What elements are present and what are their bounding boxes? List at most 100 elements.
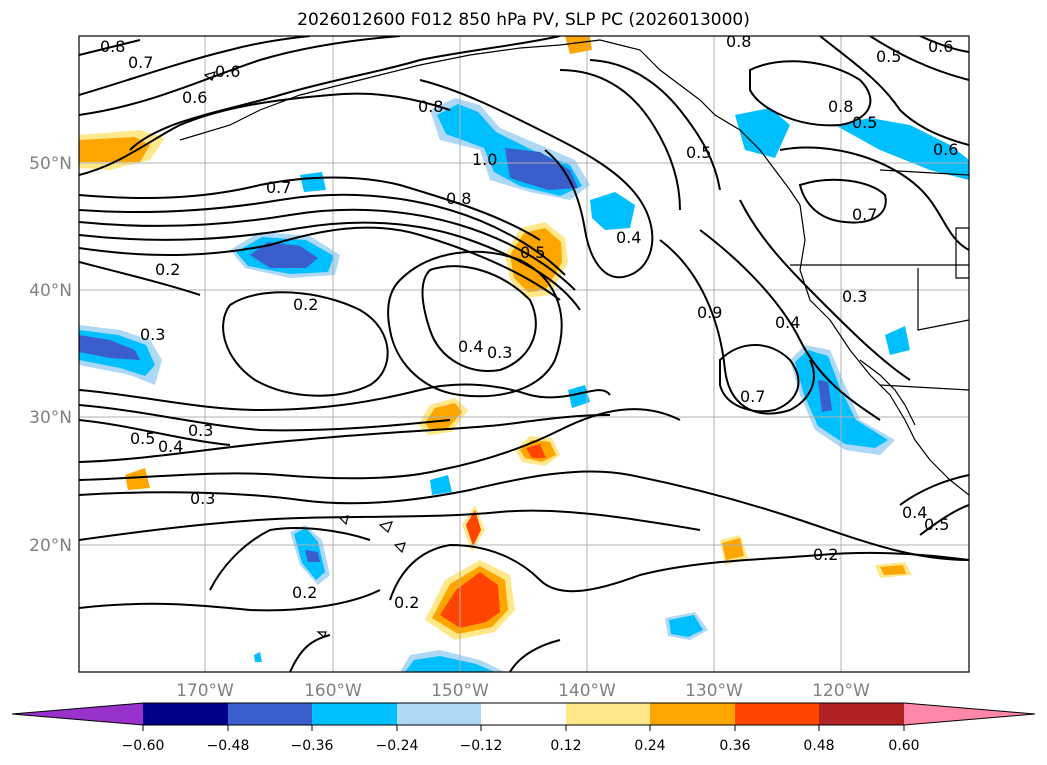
pv-negative-region <box>79 335 140 360</box>
label-04-center: 0.4 <box>458 337 483 356</box>
pv-negative-region <box>505 148 578 190</box>
lon-label-140w: 140°W <box>558 681 616 701</box>
label-07-nw: 0.7 <box>128 53 153 72</box>
pv-positive-region <box>440 572 500 628</box>
label-05-mex: 0.5 <box>924 515 949 534</box>
label-09: 0.9 <box>697 303 722 322</box>
pv-positive-region <box>722 538 744 560</box>
pv-negative-region <box>430 475 452 495</box>
colorbar-tick-label: −0.60 <box>122 738 165 754</box>
label-08-center: 0.8 <box>446 189 471 208</box>
colorbar-tick-label: −0.24 <box>376 738 419 754</box>
colorbar-tick-label: 0.60 <box>888 738 919 754</box>
label-08-topright: 0.8 <box>828 97 853 116</box>
colorbar-segment <box>143 703 228 725</box>
pv-negative-region <box>305 550 320 562</box>
colorbar-tick-label: 0.12 <box>550 738 581 754</box>
lon-label-150w: 150°W <box>431 681 489 701</box>
lat-label-30n: 30°N <box>29 408 72 428</box>
pv-negative-region <box>669 615 703 637</box>
label-03-sw: 0.3 <box>188 421 213 440</box>
pv-negative-region <box>254 652 262 662</box>
pv-positive-region <box>79 137 150 162</box>
label-08-gulf: 0.8 <box>418 97 443 116</box>
pv-positive-region <box>466 510 481 546</box>
label-02-se: 0.2 <box>813 545 838 564</box>
colorbar-segment <box>650 703 735 725</box>
label-07-low: 0.7 <box>740 387 765 406</box>
label-05-ne: 0.5 <box>686 143 711 162</box>
label-07-east: 0.7 <box>852 205 877 224</box>
colorbar-tick-label: −0.12 <box>460 738 503 754</box>
colorbar-tick-label: −0.48 <box>207 738 250 754</box>
label-04-mex: 0.4 <box>902 503 927 522</box>
pv-negative-region <box>568 385 590 408</box>
label-07-center: 0.7 <box>266 178 291 197</box>
pv-positive-region <box>565 36 592 54</box>
colorbar-segment <box>228 703 312 725</box>
colorbar-segment <box>312 703 397 725</box>
longitude-labels: 170°W 160°W 150°W 140°W 130°W 120°W <box>176 681 870 701</box>
latitude-labels: 50°N 40°N 30°N 20°N <box>29 154 72 556</box>
lat-label-50n: 50°N <box>29 154 72 174</box>
lon-label-130w: 130°W <box>685 681 743 701</box>
label-02-center: 0.2 <box>293 295 318 314</box>
map-plot-area: 0.8 0.7 0.6 0.6 0.8 1.0 0.7 0.8 0.5 0.4 … <box>79 32 969 672</box>
colorbar-ticks <box>142 725 905 731</box>
pv-positive-region <box>526 444 546 458</box>
label-05-jet: 0.5 <box>520 243 545 262</box>
label-06-east: 0.6 <box>933 140 958 159</box>
colorbar-extend-max <box>904 703 1035 725</box>
label-05-bc: 0.5 <box>852 113 877 132</box>
label-03-center: 0.3 <box>487 343 512 362</box>
pv-negative-region <box>405 656 495 672</box>
pv-negative-region <box>735 108 790 158</box>
colorbar-tick-label: 0.24 <box>634 738 665 754</box>
slp-contours <box>79 36 969 672</box>
pv-negative-region <box>590 192 635 230</box>
pv-negative-region <box>885 326 910 355</box>
label-02-southwest: 0.2 <box>394 593 419 612</box>
label-02-west: 0.2 <box>155 260 180 279</box>
label-06-west: 0.6 <box>182 88 207 107</box>
lon-label-120w: 120°W <box>812 681 870 701</box>
contour-label-layer: 0.8 0.7 0.6 0.6 0.8 1.0 0.7 0.8 0.5 0.4 … <box>100 32 958 612</box>
colorbar-segment <box>735 703 819 725</box>
map-gridlines <box>79 36 969 672</box>
label-02-south: 0.2 <box>292 583 317 602</box>
label-08-ne: 0.8 <box>726 32 751 51</box>
colorbar-extend-min <box>12 703 143 725</box>
colorbar-segment <box>481 703 566 725</box>
colorbar-tick-label: 0.36 <box>719 738 750 754</box>
label-06-topright: 0.6 <box>928 37 953 56</box>
label-04-sw: 0.4 <box>158 437 183 456</box>
colorbar-segment <box>819 703 904 725</box>
label-04-cal: 0.4 <box>775 313 800 332</box>
label-10: 1.0 <box>472 150 497 169</box>
pv-negative-region <box>835 118 969 180</box>
colorbar: −0.60 −0.48 −0.36 −0.24 −0.12 0.12 0.24 … <box>11 702 1036 754</box>
pv-negative-region <box>818 380 832 412</box>
label-03-west: 0.3 <box>140 325 165 344</box>
label-05-sw: 0.5 <box>130 429 155 448</box>
lon-label-170w: 170°W <box>176 681 234 701</box>
pv-positive-region <box>125 468 150 490</box>
colorbar-segment <box>566 703 650 725</box>
label-04-ne: 0.4 <box>616 228 641 247</box>
lat-label-40n: 40°N <box>29 281 72 301</box>
lat-label-20n: 20°N <box>29 536 72 556</box>
label-03-south: 0.3 <box>190 489 215 508</box>
label-03-cal: 0.3 <box>842 287 867 306</box>
label-06-north: 0.6 <box>215 62 240 81</box>
colorbar-tick-label: 0.48 <box>803 738 834 754</box>
pv-negative-region <box>250 242 318 268</box>
label-08-nw: 0.8 <box>100 37 125 56</box>
colorbar-tick-label: −0.36 <box>291 738 334 754</box>
lon-label-160w: 160°W <box>304 681 362 701</box>
pv-positive-region <box>880 565 906 575</box>
pv-negative-region <box>300 172 326 192</box>
colorbar-segment <box>397 703 481 725</box>
coastlines <box>179 39 969 638</box>
label-05-topright: 0.5 <box>876 47 901 66</box>
